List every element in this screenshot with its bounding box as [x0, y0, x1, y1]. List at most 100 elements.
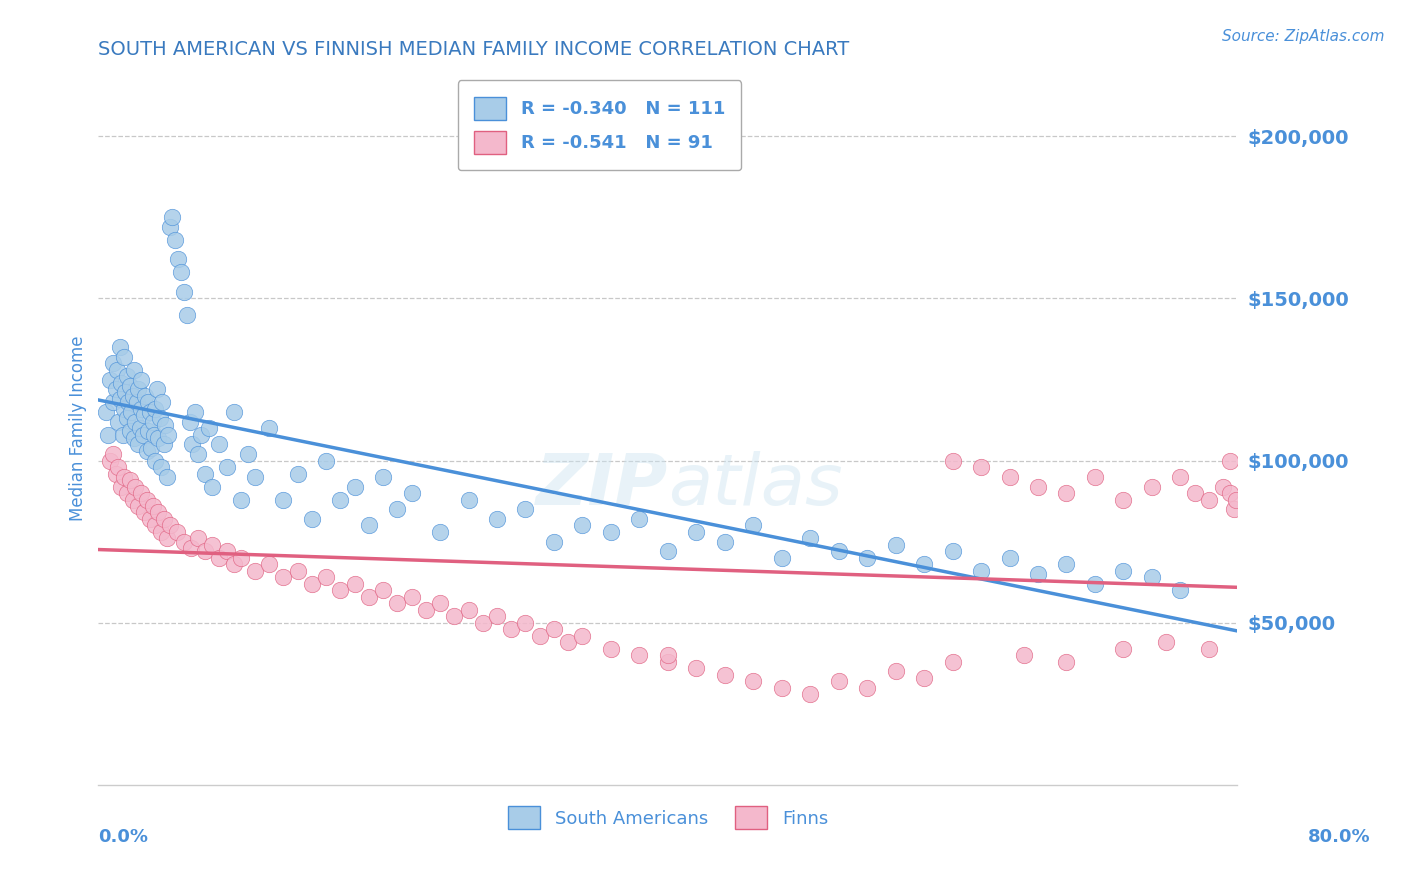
Point: [770, 681, 793, 695]
Point: [150, 460, 173, 475]
Point: [273, 492, 295, 507]
Point: [799, 687, 821, 701]
Point: [128, 421, 150, 435]
Point: [124, 479, 146, 493]
Point: [129, 401, 152, 416]
Point: [131, 427, 153, 442]
Point: [1140, 570, 1163, 584]
Point: [657, 655, 679, 669]
Text: Source: ZipAtlas.com: Source: ZipAtlas.com: [1222, 29, 1385, 44]
Point: [1140, 479, 1163, 493]
Point: [108, 340, 131, 354]
Point: [180, 541, 202, 556]
Point: [884, 538, 907, 552]
Point: [799, 532, 821, 546]
Point: [571, 629, 593, 643]
Text: atlas: atlas: [668, 450, 842, 520]
Point: [104, 467, 127, 481]
Point: [187, 532, 209, 546]
Point: [912, 558, 935, 572]
Point: [112, 470, 135, 484]
Point: [657, 544, 679, 558]
Point: [139, 441, 162, 455]
Point: [132, 408, 155, 422]
Point: [628, 512, 651, 526]
Point: [122, 363, 145, 377]
Point: [600, 524, 623, 539]
Point: [141, 415, 163, 429]
Point: [486, 609, 509, 624]
Point: [136, 425, 159, 439]
Point: [201, 479, 224, 493]
Point: [685, 661, 707, 675]
Point: [166, 524, 188, 539]
Point: [912, 671, 935, 685]
Point: [1112, 641, 1135, 656]
Point: [301, 512, 323, 526]
Point: [942, 544, 965, 558]
Point: [373, 583, 395, 598]
Point: [115, 369, 138, 384]
Point: [543, 534, 565, 549]
Point: [179, 415, 201, 429]
Point: [628, 648, 651, 663]
Point: [148, 431, 170, 445]
Point: [501, 622, 523, 636]
Point: [1225, 492, 1247, 507]
Point: [1219, 453, 1241, 467]
Point: [118, 379, 141, 393]
Point: [942, 655, 965, 669]
Point: [387, 502, 409, 516]
Point: [101, 356, 124, 370]
Point: [170, 265, 193, 279]
Point: [94, 405, 117, 419]
Point: [884, 665, 907, 679]
Point: [98, 453, 121, 467]
Point: [129, 372, 152, 386]
Point: [138, 512, 160, 526]
Point: [101, 395, 124, 409]
Text: 0.0%: 0.0%: [98, 828, 149, 846]
Point: [125, 395, 148, 409]
Point: [118, 473, 141, 487]
Point: [856, 681, 879, 695]
Legend: South Americans, Finns: South Americans, Finns: [494, 791, 842, 844]
Point: [121, 492, 143, 507]
Point: [1170, 470, 1192, 484]
Point: [121, 389, 143, 403]
Point: [315, 453, 337, 467]
Point: [1212, 479, 1234, 493]
Point: [1112, 564, 1135, 578]
Y-axis label: Median Family Income: Median Family Income: [69, 335, 87, 521]
Point: [127, 437, 149, 451]
Point: [970, 460, 993, 475]
Point: [135, 443, 157, 458]
Point: [120, 405, 142, 419]
Point: [998, 470, 1021, 484]
Point: [142, 427, 165, 442]
Point: [141, 499, 163, 513]
Point: [112, 350, 135, 364]
Point: [215, 460, 238, 475]
Point: [970, 564, 993, 578]
Point: [181, 437, 204, 451]
Point: [329, 583, 352, 598]
Point: [742, 518, 765, 533]
Point: [215, 544, 238, 558]
Point: [111, 427, 134, 442]
Point: [155, 417, 177, 432]
Point: [543, 622, 565, 636]
Point: [301, 577, 323, 591]
Point: [1184, 486, 1206, 500]
Point: [145, 401, 167, 416]
Point: [1084, 470, 1107, 484]
Point: [1084, 577, 1107, 591]
Point: [136, 395, 159, 409]
Point: [457, 492, 479, 507]
Point: [429, 524, 451, 539]
Point: [162, 211, 184, 225]
Point: [101, 447, 124, 461]
Point: [401, 590, 423, 604]
Point: [1154, 635, 1177, 649]
Point: [135, 492, 157, 507]
